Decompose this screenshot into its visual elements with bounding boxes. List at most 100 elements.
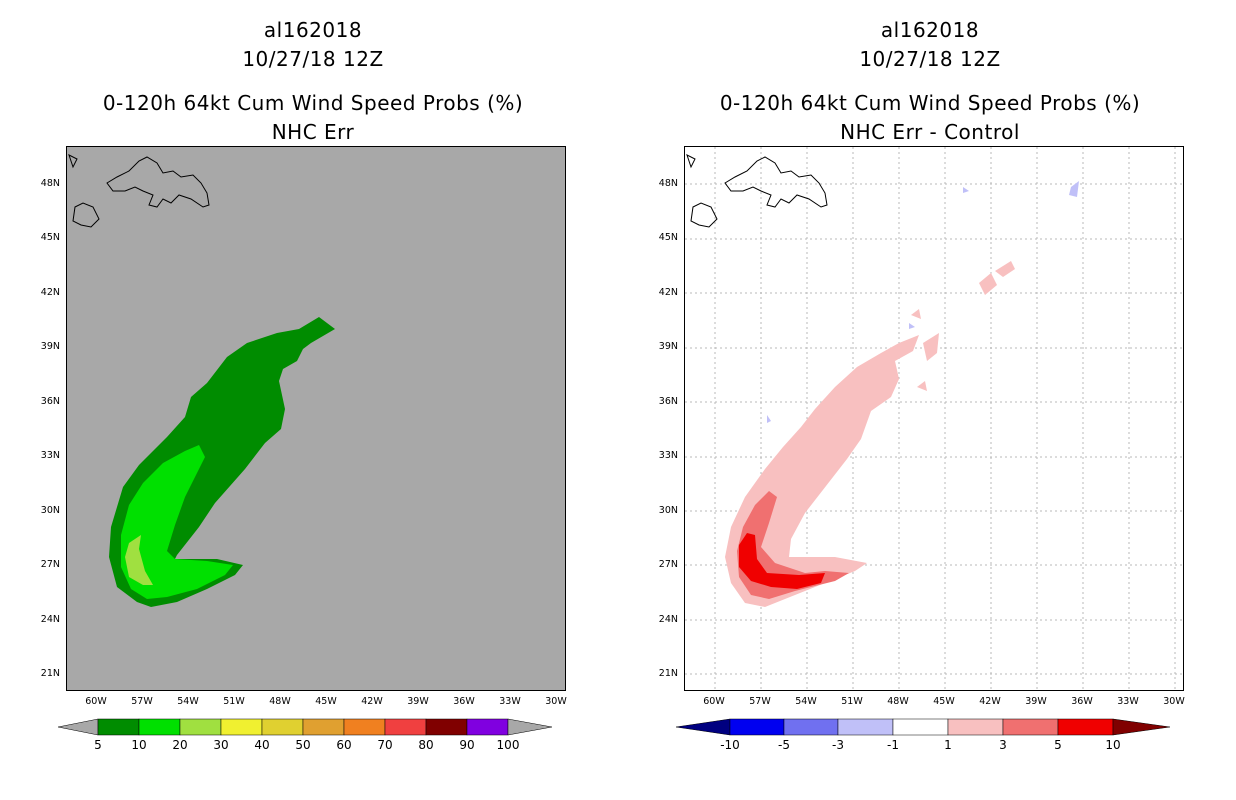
left-lon-label: 33W bbox=[499, 696, 521, 707]
right-colorbar-swatch bbox=[729, 718, 785, 736]
left-colorbar-label: 40 bbox=[254, 738, 270, 752]
prob-contour-20-30 bbox=[125, 535, 153, 585]
left-colorbar-swatch bbox=[97, 718, 140, 736]
left-colorbar-swatch bbox=[220, 718, 263, 736]
left-colorbar-cap bbox=[57, 718, 99, 736]
right-lon-label: 60W bbox=[703, 696, 725, 707]
left-lon-label: 51W bbox=[223, 696, 245, 707]
diff-contour-5-10 bbox=[739, 533, 825, 589]
right-lon-label: 57W bbox=[749, 696, 771, 707]
left-title-product: 0-120h 64kt Cum Wind Speed Probs (%) bbox=[102, 91, 524, 115]
right-colorbar-label: -3 bbox=[832, 738, 844, 752]
diff-spot-neg1-neg3 bbox=[909, 323, 915, 329]
left-colorbar-swatch bbox=[343, 718, 386, 736]
diff-spot-neg1-neg3 bbox=[1069, 181, 1079, 197]
left-colorbar-swatch bbox=[466, 718, 509, 736]
right-lat-label: 45N bbox=[658, 232, 678, 243]
left-title-variant: NHC Err bbox=[271, 120, 355, 144]
right-lon-label: 30W bbox=[1163, 696, 1185, 707]
left-colorbar-swatch bbox=[138, 718, 181, 736]
left-colorbar-label: 80 bbox=[418, 738, 434, 752]
right-colorbar-label: -5 bbox=[778, 738, 790, 752]
left-lon-label: 39W bbox=[407, 696, 429, 707]
right-map-panel bbox=[684, 146, 1184, 691]
left-lat-label: 24N bbox=[40, 614, 60, 625]
left-lon-label: 30W bbox=[545, 696, 567, 707]
diff-spot-neg1-neg3 bbox=[767, 415, 771, 423]
right-colorbar bbox=[675, 718, 1171, 736]
right-lon-label: 45W bbox=[933, 696, 955, 707]
left-lon-label: 60W bbox=[85, 696, 107, 707]
left-colorbar-label: 10 bbox=[131, 738, 147, 752]
right-lon-label: 42W bbox=[979, 696, 1001, 707]
right-colorbar-swatch bbox=[1002, 718, 1059, 736]
left-colorbar-label: 70 bbox=[377, 738, 393, 752]
right-colorbar-swatch bbox=[947, 718, 1004, 736]
right-colorbar-swatch bbox=[1057, 718, 1114, 736]
right-colorbar-cap bbox=[675, 718, 731, 736]
right-lat-label: 36N bbox=[658, 396, 678, 407]
right-colorbar-swatch bbox=[783, 718, 839, 736]
diff-spot-1-3 bbox=[917, 381, 927, 391]
left-title-time: 10/27/18 12Z bbox=[242, 47, 384, 71]
left-lat-label: 30N bbox=[40, 505, 60, 516]
left-colorbar-label: 90 bbox=[459, 738, 475, 752]
diff-spot-neg1-neg3 bbox=[963, 187, 969, 193]
right-lat-label: 24N bbox=[658, 614, 678, 625]
left-colorbar-swatch bbox=[384, 718, 427, 736]
right-colorbar-label: -10 bbox=[720, 738, 740, 752]
coastline bbox=[68, 154, 210, 228]
left-lat-label: 48N bbox=[40, 178, 60, 189]
left-lat-label: 21N bbox=[40, 668, 60, 679]
left-lat-label: 45N bbox=[40, 232, 60, 243]
left-lon-label: 57W bbox=[131, 696, 153, 707]
left-lat-label: 39N bbox=[40, 341, 60, 352]
diff-spot-1-3 bbox=[911, 309, 921, 319]
diff-spot-1-3 bbox=[923, 333, 939, 361]
right-map-svg bbox=[685, 147, 1183, 690]
right-lat-label: 39N bbox=[658, 341, 678, 352]
left-colorbar-cap bbox=[507, 718, 553, 736]
left-lat-label: 27N bbox=[40, 559, 60, 570]
right-lon-label: 54W bbox=[795, 696, 817, 707]
right-lat-label: 33N bbox=[658, 450, 678, 461]
right-colorbar-cap bbox=[1112, 718, 1171, 736]
right-colorbar-label: -1 bbox=[887, 738, 899, 752]
graticule bbox=[685, 147, 1183, 690]
left-lon-label: 36W bbox=[453, 696, 475, 707]
left-colorbar-label: 100 bbox=[496, 738, 520, 752]
left-lat-label: 33N bbox=[40, 450, 60, 461]
left-lon-label: 45W bbox=[315, 696, 337, 707]
left-colorbar-label: 20 bbox=[172, 738, 188, 752]
right-lon-label: 51W bbox=[841, 696, 863, 707]
right-lat-label: 21N bbox=[658, 668, 678, 679]
right-lat-label: 42N bbox=[658, 287, 678, 298]
left-lon-label: 48W bbox=[269, 696, 291, 707]
right-title-product: 0-120h 64kt Cum Wind Speed Probs (%) bbox=[719, 91, 1141, 115]
left-colorbar-swatch bbox=[261, 718, 304, 736]
left-lat-label: 42N bbox=[40, 287, 60, 298]
left-map-svg bbox=[68, 154, 335, 607]
right-lat-label: 30N bbox=[658, 505, 678, 516]
left-colorbar-swatch bbox=[179, 718, 222, 736]
right-colorbar-swatch bbox=[837, 718, 894, 736]
diff-spot-1-3 bbox=[995, 261, 1015, 277]
left-colorbar bbox=[57, 718, 553, 736]
right-title-variant: NHC Err - Control bbox=[840, 120, 1020, 144]
left-colorbar-label: 60 bbox=[336, 738, 352, 752]
diff-contour-1-3 bbox=[725, 335, 919, 607]
right-colorbar-label: 1 bbox=[944, 738, 952, 752]
right-colorbar-label: 3 bbox=[999, 738, 1007, 752]
right-lat-label: 27N bbox=[658, 559, 678, 570]
right-colorbar-label: 10 bbox=[1105, 738, 1121, 752]
left-colorbar-label: 5 bbox=[94, 738, 102, 752]
right-lon-label: 39W bbox=[1025, 696, 1047, 707]
left-lon-label: 54W bbox=[177, 696, 199, 707]
right-lon-label: 36W bbox=[1071, 696, 1093, 707]
right-lon-label: 48W bbox=[887, 696, 909, 707]
right-lon-label: 33W bbox=[1117, 696, 1139, 707]
left-colorbar-label: 50 bbox=[295, 738, 311, 752]
left-colorbar-swatch bbox=[425, 718, 468, 736]
right-title-time: 10/27/18 12Z bbox=[859, 47, 1001, 71]
left-colorbar-label: 30 bbox=[213, 738, 229, 752]
